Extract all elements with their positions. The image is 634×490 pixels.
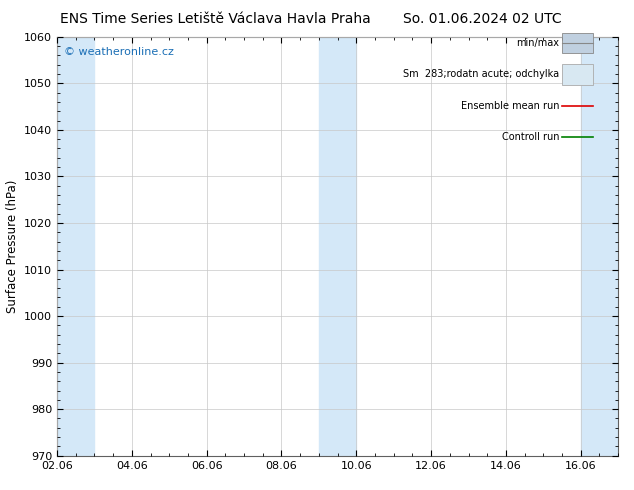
Y-axis label: Surface Pressure (hPa): Surface Pressure (hPa) — [6, 179, 18, 313]
Text: Ensemble mean run: Ensemble mean run — [461, 101, 559, 111]
Bar — [562, 33, 593, 53]
Text: min/max: min/max — [516, 38, 559, 48]
Bar — [57, 37, 94, 456]
Bar — [581, 37, 618, 456]
Text: © weatheronline.cz: © weatheronline.cz — [64, 47, 174, 57]
Text: ENS Time Series Letiště Václava Havla Praha: ENS Time Series Letiště Václava Havla Pr… — [60, 12, 371, 26]
Text: Sm  283;rodatn acute; odchylka: Sm 283;rodatn acute; odchylka — [403, 70, 559, 79]
Text: So. 01.06.2024 02 UTC: So. 01.06.2024 02 UTC — [403, 12, 561, 26]
Text: Controll run: Controll run — [501, 132, 559, 142]
Bar — [562, 64, 593, 84]
Bar — [319, 37, 356, 456]
